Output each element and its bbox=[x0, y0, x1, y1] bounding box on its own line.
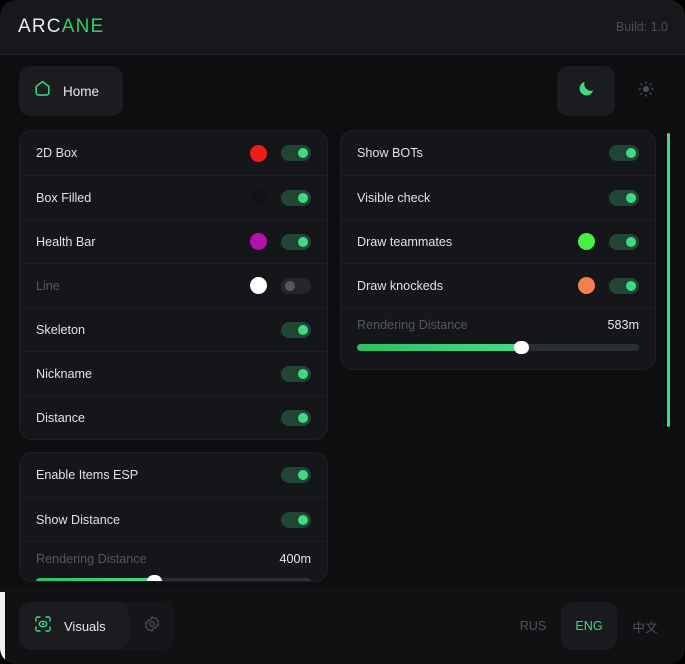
row-label: Visible check bbox=[357, 190, 431, 205]
toggle-switch[interactable] bbox=[281, 145, 311, 161]
slider-track[interactable] bbox=[36, 575, 311, 581]
table-row[interactable]: Draw teammates bbox=[341, 219, 655, 263]
panel-player-esp: 2D Box Box Filled Health Bar Line Skelet… bbox=[19, 130, 328, 440]
tab-visuals-label: Visuals bbox=[64, 618, 106, 634]
bottom-tab-group: Visuals bbox=[19, 602, 174, 650]
table-row[interactable]: Visible check bbox=[341, 175, 655, 219]
gear-icon bbox=[143, 615, 161, 638]
vertical-scrollbar[interactable] bbox=[667, 133, 670, 427]
toggle-switch[interactable] bbox=[281, 511, 311, 528]
slider-label: Rendering Distance bbox=[36, 552, 147, 566]
color-swatch[interactable] bbox=[578, 277, 595, 294]
theme-light-button[interactable] bbox=[617, 66, 675, 116]
color-swatch[interactable] bbox=[250, 144, 267, 162]
toggle-switch[interactable] bbox=[609, 189, 639, 206]
row-label: Health Bar bbox=[36, 234, 96, 249]
language-option-zho[interactable]: 中文 bbox=[632, 620, 658, 635]
language-option-eng[interactable]: ENG bbox=[561, 602, 617, 650]
row-label: 2D Box bbox=[36, 146, 78, 160]
logo-text-accent: ANE bbox=[61, 16, 105, 37]
eye-scan-icon bbox=[33, 614, 53, 639]
theme-dark-button[interactable] bbox=[557, 66, 615, 116]
color-swatch[interactable] bbox=[250, 189, 267, 206]
table-row[interactable]: Show Distance bbox=[20, 497, 327, 541]
language-selector: RUS ENG 中文 bbox=[505, 602, 673, 650]
slider-fill bbox=[357, 344, 521, 351]
build-version-label: Build: 1.0 bbox=[615, 20, 668, 34]
color-swatch[interactable] bbox=[578, 233, 595, 250]
slider-track[interactable] bbox=[357, 341, 639, 354]
row-label: Show BOTs bbox=[357, 146, 423, 160]
row-label: Distance bbox=[36, 410, 85, 425]
toggle-switch[interactable] bbox=[609, 145, 639, 161]
row-label: Show Distance bbox=[36, 512, 120, 527]
row-label: Draw teammates bbox=[357, 234, 453, 249]
toggle-switch[interactable] bbox=[281, 277, 311, 294]
nav-bar: Home bbox=[0, 55, 685, 127]
slider-thumb[interactable] bbox=[513, 341, 529, 354]
toggle-switch[interactable] bbox=[609, 277, 639, 294]
toggle-switch[interactable] bbox=[281, 409, 311, 426]
row-label: Box Filled bbox=[36, 190, 92, 205]
color-swatch[interactable] bbox=[250, 277, 267, 294]
table-row[interactable]: Box Filled bbox=[20, 175, 327, 219]
tab-home[interactable]: Home bbox=[19, 66, 123, 116]
logo-text-primary: ARC bbox=[18, 16, 62, 37]
table-row[interactable]: Show BOTs bbox=[341, 131, 655, 175]
panel-items-esp: Enable Items ESP Show Distance Rendering… bbox=[19, 452, 328, 582]
home-pentagon-icon bbox=[33, 79, 52, 103]
toggle-switch[interactable] bbox=[281, 233, 311, 250]
window-edge-strip bbox=[0, 592, 5, 664]
row-label: Line bbox=[36, 278, 60, 293]
tab-visuals[interactable]: Visuals bbox=[19, 602, 129, 650]
slider-value: 400m bbox=[279, 552, 311, 566]
toggle-switch[interactable] bbox=[609, 233, 639, 250]
bottom-bar: Visuals RUS ENG 中文 bbox=[0, 588, 685, 664]
table-row[interactable]: Draw knockeds bbox=[341, 263, 655, 307]
slider-fill bbox=[36, 578, 155, 581]
table-row[interactable]: Health Bar bbox=[20, 219, 327, 263]
slider-thumb[interactable] bbox=[147, 575, 163, 581]
panel-player-options: Show BOTs Visible check Draw teammates D… bbox=[340, 130, 656, 370]
table-row[interactable]: Nickname bbox=[20, 351, 327, 395]
moon-icon bbox=[577, 79, 596, 103]
table-row[interactable]: Distance bbox=[20, 395, 327, 439]
table-row[interactable]: 2D Box bbox=[20, 131, 327, 175]
table-row[interactable]: Enable Items ESP bbox=[20, 453, 327, 497]
slider-value: 583m bbox=[607, 318, 639, 332]
table-row[interactable]: Line bbox=[20, 263, 327, 307]
row-label: Nickname bbox=[36, 366, 92, 381]
color-swatch[interactable] bbox=[250, 233, 267, 250]
row-label: Skeleton bbox=[36, 322, 86, 337]
sun-icon bbox=[637, 80, 655, 103]
tab-home-label: Home bbox=[63, 83, 100, 99]
row-label: Enable Items ESP bbox=[36, 468, 139, 482]
table-row[interactable]: Skeleton bbox=[20, 307, 327, 351]
toggle-switch[interactable] bbox=[281, 321, 311, 338]
app-logo: ARCANE bbox=[18, 16, 104, 38]
slider-rendering-distance[interactable]: Rendering Distance 583m bbox=[341, 307, 655, 361]
slider-label: Rendering Distance bbox=[357, 318, 468, 332]
settings-button[interactable] bbox=[129, 602, 174, 650]
toggle-switch[interactable] bbox=[281, 365, 311, 382]
language-option-rus[interactable]: RUS bbox=[519, 619, 547, 633]
toggle-switch[interactable] bbox=[281, 467, 311, 483]
row-label: Draw knockeds bbox=[357, 278, 444, 293]
slider-rendering-distance[interactable]: Rendering Distance 400m bbox=[20, 541, 327, 581]
toggle-switch[interactable] bbox=[281, 189, 311, 206]
app-header: ARCANE Build: 1.0 bbox=[0, 0, 685, 55]
